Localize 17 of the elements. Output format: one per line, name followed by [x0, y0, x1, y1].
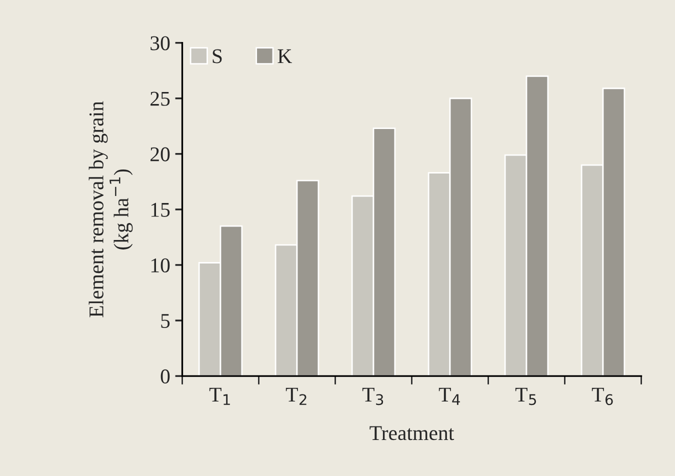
- x-tick-label: T$_{2}$: [286, 388, 306, 405]
- legend-label: K: [278, 49, 292, 64]
- y-tick-label: 25: [150, 92, 170, 106]
- y-tick-label: 20: [150, 147, 170, 162]
- x-tick-label: T$_{3}$: [362, 388, 384, 406]
- y-tick-label: 5: [161, 314, 170, 328]
- y-tick-label: 30: [150, 36, 170, 50]
- y-tick-label: 10: [151, 258, 170, 272]
- y-tick-label: 15: [151, 202, 170, 217]
- y-axis-title: Element removal by grain (kg ha$^{−1}$): [88, 101, 133, 318]
- y-tick-label: 0: [160, 369, 170, 384]
- x-tick-label: T$_{6}$: [592, 388, 613, 406]
- legend-label: S: [212, 49, 222, 64]
- x-tick-label: T$_{4}$: [438, 388, 460, 405]
- x-tick-label: T$_{5}$: [515, 388, 536, 406]
- x-axis-title: Treatment: [370, 426, 454, 440]
- x-tick-label: T$_{1}$: [209, 388, 230, 405]
